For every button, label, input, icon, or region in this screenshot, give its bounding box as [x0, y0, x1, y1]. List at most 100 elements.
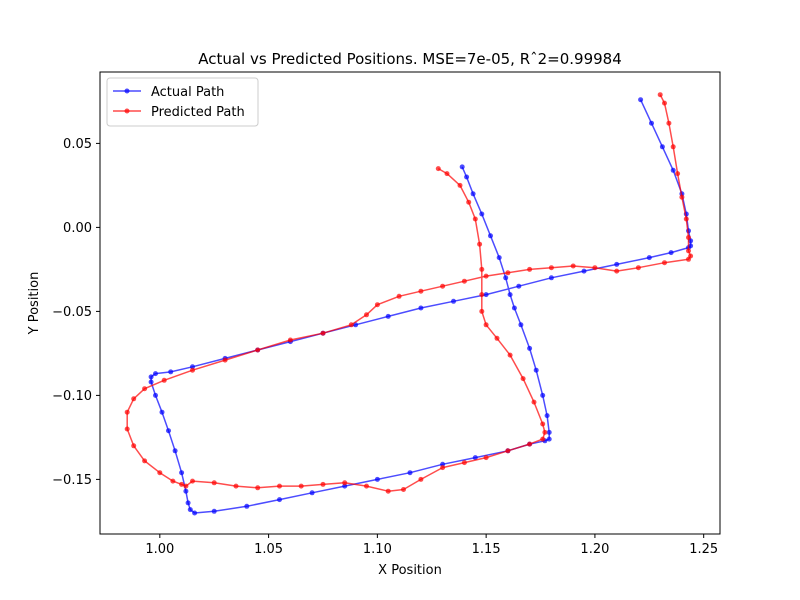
data-point-actual [185, 500, 191, 506]
data-point-predicted [457, 182, 463, 188]
legend: Actual Path Predicted Path [106, 77, 259, 127]
data-point-actual [488, 233, 493, 239]
data-point-actual [309, 490, 315, 496]
data-point-actual [649, 120, 654, 126]
data-point-actual [479, 211, 485, 217]
data-point-predicted [255, 485, 261, 491]
data-point-actual [496, 255, 502, 261]
data-point-predicted [440, 465, 446, 471]
data-point-actual [459, 164, 465, 170]
data-point-predicted [190, 478, 195, 484]
data-point-predicted [483, 455, 489, 461]
data-point-actual [544, 413, 550, 419]
data-point-predicted [686, 235, 691, 240]
x-tick-label: 1.05 [254, 542, 283, 557]
data-point-actual [166, 428, 171, 434]
data-point-predicted [161, 377, 167, 383]
y-tick-label: −0.10 [52, 389, 92, 404]
data-point-actual [518, 322, 524, 328]
data-point-actual [153, 371, 158, 377]
data-point-predicted [592, 265, 598, 271]
data-point-predicted [540, 421, 546, 427]
x-tick-label: 1.00 [145, 542, 174, 557]
data-point-predicted [396, 293, 402, 299]
data-point-predicted [686, 248, 691, 254]
data-point-actual [211, 508, 217, 514]
data-point-predicted [657, 92, 663, 98]
data-point-predicted [614, 268, 620, 274]
data-point-predicted [479, 292, 485, 298]
chart-title: Actual vs Predicted Positions. MSE=7e-05… [198, 50, 622, 68]
data-point-actual [374, 476, 380, 482]
data-point-actual [668, 250, 674, 256]
data-point-predicted [675, 171, 681, 177]
data-point-predicted [483, 322, 489, 328]
data-point-predicted [662, 260, 667, 266]
data-point-predicted [418, 288, 424, 294]
data-point-predicted [287, 337, 293, 343]
data-point-predicted [401, 487, 406, 492]
data-point-predicted [277, 483, 282, 489]
data-point-predicted [157, 470, 163, 476]
data-point-predicted [222, 357, 228, 363]
data-point-predicted [342, 480, 348, 486]
data-point-actual [183, 488, 189, 494]
plot-area [99, 71, 721, 535]
data-point-predicted [570, 263, 576, 269]
series-predicted [124, 92, 694, 494]
x-axis-ticks: 1.00 1.05 1.10 1.15 1.20 1.25 [145, 534, 718, 557]
data-point-predicted [679, 194, 685, 200]
data-point-actual [614, 261, 620, 267]
data-point-actual [451, 298, 456, 304]
data-point-actual [472, 455, 478, 461]
data-point-actual [418, 305, 424, 311]
data-point-predicted [686, 256, 691, 262]
data-point-predicted [142, 386, 148, 392]
data-point-predicted [466, 199, 472, 205]
data-point-predicted [483, 273, 489, 279]
data-point-actual [546, 436, 552, 442]
data-point-predicted [320, 481, 326, 487]
data-point-actual [179, 470, 185, 476]
data-point-actual [244, 503, 250, 509]
data-point-actual [507, 292, 513, 298]
data-point-predicted [348, 322, 354, 328]
y-axis-label: Y Position [27, 272, 42, 336]
data-point-predicted [479, 308, 485, 314]
axes-frame [99, 71, 721, 535]
data-point-predicted [131, 396, 137, 402]
data-point-actual [540, 392, 546, 398]
data-point-actual [192, 510, 198, 516]
data-point-predicted [635, 265, 641, 271]
data-point-predicted [477, 241, 483, 247]
data-point-predicted [505, 448, 511, 454]
data-point-predicted [435, 166, 441, 172]
data-point-actual [670, 167, 676, 173]
data-point-actual [277, 497, 282, 503]
data-point-actual [638, 97, 644, 103]
data-point-predicted [211, 480, 217, 486]
x-tick-label: 1.20 [580, 542, 609, 557]
data-point-actual [168, 369, 174, 375]
data-point-actual [511, 305, 517, 311]
data-point-predicted [666, 120, 672, 126]
x-tick-label: 1.15 [472, 542, 501, 557]
data-point-predicted [683, 216, 689, 222]
data-point-predicted [170, 478, 176, 484]
data-point-predicted [548, 265, 554, 271]
data-point-actual [646, 255, 652, 261]
data-point-predicted [298, 483, 304, 489]
data-point-actual [581, 268, 587, 274]
legend-box [106, 77, 259, 127]
data-point-predicted [364, 483, 369, 489]
legend-swatch-predicted-marker [124, 108, 130, 114]
data-point-predicted [540, 436, 546, 442]
data-point-actual [385, 313, 391, 319]
data-point-actual [659, 144, 665, 150]
data-point-predicted [124, 426, 130, 432]
data-point-predicted [190, 367, 195, 373]
data-point-predicted [255, 347, 261, 353]
data-point-predicted [461, 278, 467, 284]
data-point-predicted [520, 376, 526, 382]
